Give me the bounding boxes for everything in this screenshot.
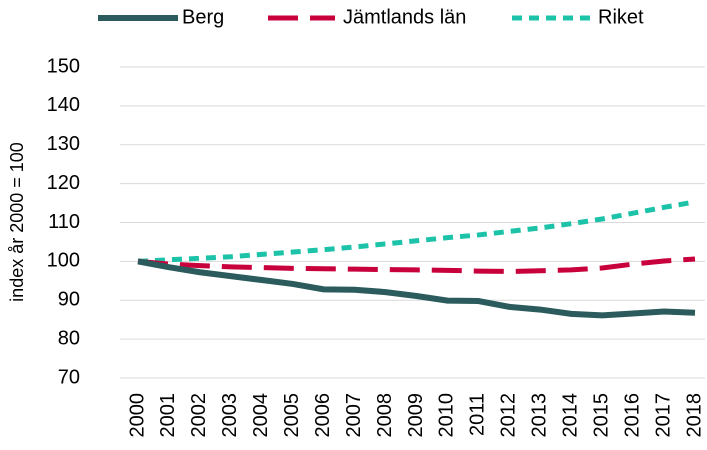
x-tick-label: 2018: [683, 393, 705, 438]
x-tick-label: 2014: [560, 393, 582, 438]
y-tick-label: 130: [47, 133, 80, 155]
x-tick-label: 2016: [621, 393, 643, 438]
y-tick-label: 80: [58, 327, 80, 349]
legend-label: Berg: [182, 6, 224, 28]
x-tick-label: 2015: [590, 393, 612, 438]
y-tick-label: 120: [47, 172, 80, 194]
x-tick-label: 2005: [281, 393, 303, 438]
series-line: [137, 256, 696, 274]
x-tick-label: 2006: [312, 393, 334, 438]
y-tick-label: 140: [47, 94, 80, 116]
y-tick-label: 150: [47, 55, 80, 77]
y-tick-label: 110: [48, 211, 80, 233]
y-axis-label: index år 2000 = 100: [7, 142, 27, 302]
x-tick-label: 2007: [343, 393, 365, 438]
x-tick-label: 2017: [652, 393, 674, 438]
x-tick-label: 2003: [219, 393, 241, 438]
x-tick-label: 2008: [374, 393, 396, 438]
y-tick-label: 90: [58, 289, 80, 311]
legend-label: Riket: [598, 6, 644, 28]
y-tick-label: 100: [47, 250, 80, 272]
x-tick-label: 2013: [529, 393, 551, 438]
series-line: [137, 199, 696, 264]
legend-label: Jämtlands län: [343, 6, 466, 28]
x-tick-label: 2011: [467, 393, 489, 436]
x-tick-label: 2009: [405, 393, 427, 438]
x-tick-label: 2012: [498, 393, 520, 438]
y-tick-label: 70: [58, 366, 80, 388]
x-tick-label: 2000: [126, 393, 148, 438]
series-line: [137, 258, 696, 319]
x-tick-label: 2001: [157, 393, 179, 438]
x-tick-label: 2002: [188, 393, 210, 438]
x-tick-label: 2010: [436, 393, 458, 438]
x-tick-label: 2004: [250, 393, 272, 438]
